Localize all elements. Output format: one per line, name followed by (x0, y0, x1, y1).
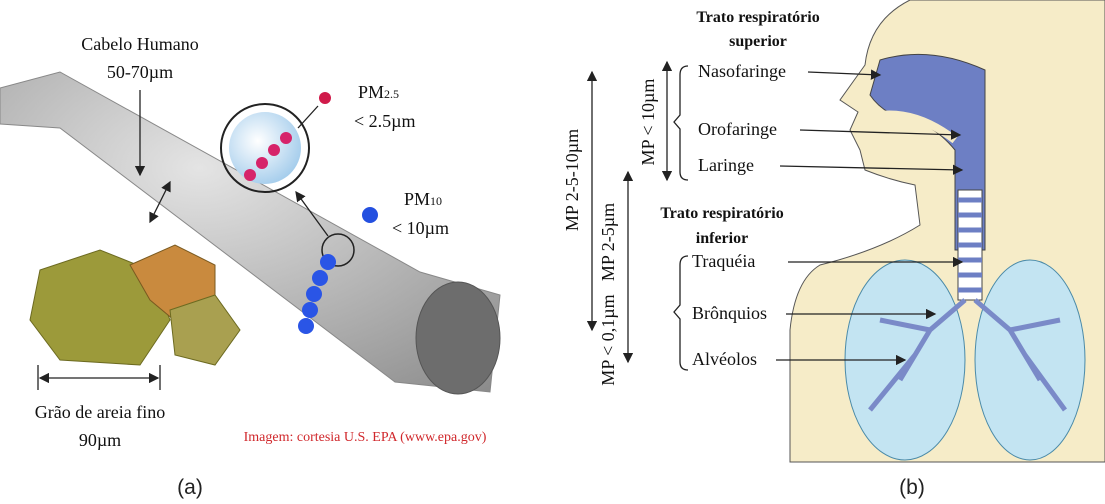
pm25-dot (319, 92, 331, 104)
pm10-sub: 10 (430, 194, 442, 208)
hair-size: 50-70µm (107, 62, 173, 82)
pm10-text: PM (404, 189, 430, 209)
pm25-text: PM (358, 82, 384, 102)
section-title: superior (729, 33, 787, 50)
pm25-pointer (298, 106, 318, 128)
brace (674, 256, 688, 370)
panel-b: MP 2-5-10µm MP 2-5µm MP < 10µm MP < 0,1µ… (562, 0, 1105, 499)
sand-size: 90µm (79, 430, 121, 450)
range-label: MP 2-5-10µm (562, 129, 582, 231)
credit: Imagem: cortesia U.S. EPA (www.epa.gov) (244, 430, 487, 445)
pm25-size: < 2.5µm (354, 111, 416, 131)
pm10-label: PM10 (404, 189, 442, 209)
region-label: Brônquios (692, 303, 767, 323)
hair-section (416, 282, 500, 394)
zoom-bubble (229, 112, 301, 184)
section-title: Trato respiratório (660, 205, 783, 222)
region-label: Alvéolos (692, 349, 757, 369)
region-label: Orofaringe (698, 119, 777, 139)
pm10-dot (362, 207, 378, 223)
trachea-rings (958, 200, 982, 290)
brace (674, 66, 688, 180)
section-title: inferior (696, 230, 748, 247)
hair-label: Cabelo Humano (81, 34, 198, 54)
sand-label: Grão de areia fino (35, 402, 165, 422)
range-label: MP < 0,1µm (598, 294, 618, 385)
pm25-label: PM2.5 (358, 82, 399, 102)
figure: Cabelo Humano 50-70µm PM2.5 < 2.5µm PM10… (0, 0, 1105, 504)
pm10-size: < 10µm (392, 218, 449, 238)
range-label: MP < 10µm (638, 79, 658, 166)
section-title: Trato respiratório (696, 9, 819, 26)
region-label: Laringe (698, 155, 754, 175)
region-label: Nasofaringe (698, 61, 786, 81)
caption: (a) (177, 476, 203, 499)
range-label: MP 2-5µm (598, 203, 618, 281)
pm25-sub: 2.5 (384, 87, 399, 101)
region-label: Traquéia (692, 251, 755, 271)
caption: (b) (899, 476, 925, 499)
panel-a: Cabelo Humano 50-70µm PM2.5 < 2.5µm PM10… (0, 34, 500, 499)
